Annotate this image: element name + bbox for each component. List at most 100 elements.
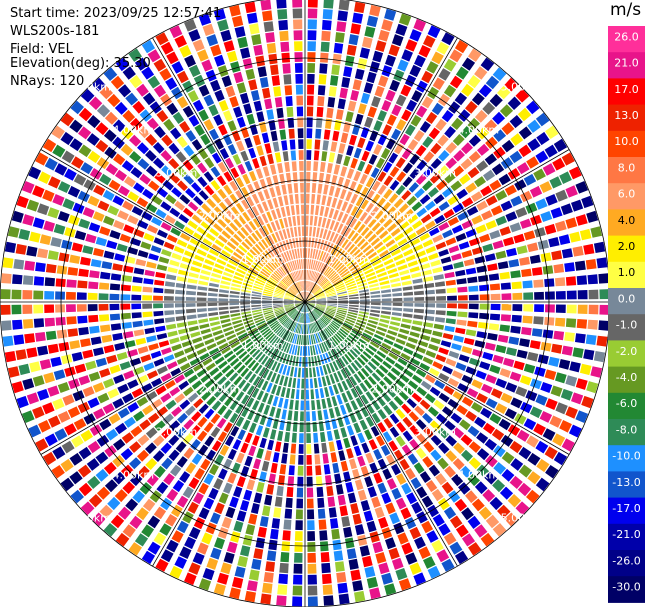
- velocity-gate: [283, 376, 289, 387]
- velocity-gate: [259, 254, 268, 263]
- velocity-gate: [134, 57, 149, 71]
- velocity-gate: [130, 357, 142, 367]
- velocity-gate: [335, 248, 343, 258]
- velocity-gate: [263, 291, 273, 295]
- velocity-gate: [305, 294, 312, 302]
- velocity-gate: [424, 315, 435, 322]
- velocity-gate: [128, 48, 142, 62]
- velocity-gate: [458, 303, 468, 309]
- velocity-gate: [236, 364, 246, 374]
- velocity-gate: [335, 314, 345, 320]
- velocity-gate: [409, 29, 422, 42]
- velocity-gate: [273, 306, 284, 310]
- velocity-gate: [283, 263, 290, 273]
- velocity-gate: [176, 520, 189, 534]
- velocity-gate: [259, 437, 267, 449]
- velocity-gate: [370, 298, 381, 302]
- colorbar-tick-label: 21.0: [614, 57, 639, 70]
- velocity-gate: [549, 176, 562, 189]
- velocity-gate: [347, 492, 357, 504]
- velocity-gate: [423, 151, 435, 163]
- velocity-gate: [245, 68, 256, 80]
- velocity-gate: [403, 385, 414, 396]
- velocity-gate: [191, 380, 203, 390]
- nrays-label: NRays: 120: [10, 74, 85, 89]
- velocity-gate: [139, 173, 151, 185]
- velocity-gate: [354, 273, 364, 280]
- velocity-gate: [264, 236, 272, 247]
- velocity-gate: [510, 133, 524, 146]
- velocity-gate: [22, 290, 33, 300]
- velocity-gate: [340, 460, 349, 472]
- velocity-gate: [185, 297, 196, 301]
- velocity-gate: [276, 0, 287, 9]
- velocity-gate: [323, 464, 331, 475]
- velocity-gate: [510, 397, 523, 409]
- velocity-gate: [236, 476, 246, 488]
- velocity-gate: [251, 362, 260, 372]
- velocity-gate: [117, 407, 130, 419]
- velocity-gate: [444, 420, 456, 432]
- velocity-gate: [565, 276, 577, 286]
- velocity-gate: [99, 418, 112, 431]
- velocity-gate: [330, 323, 339, 331]
- velocity-gate: [251, 299, 261, 302]
- velocity-gate: [292, 333, 297, 344]
- velocity-gate: [153, 506, 167, 520]
- velocity-gate: [160, 201, 172, 212]
- velocity-gate: [306, 476, 313, 487]
- velocity-gate: [566, 290, 577, 300]
- velocity-gate: [56, 329, 68, 339]
- velocity-gate: [257, 526, 267, 538]
- velocity-gate: [482, 489, 496, 503]
- velocity-gate: [226, 354, 237, 363]
- velocity-gate: [350, 23, 361, 35]
- velocity-gate: [318, 74, 327, 85]
- velocity-gate: [405, 342, 416, 350]
- velocity-gate: [308, 323, 312, 334]
- velocity-gate: [380, 284, 391, 290]
- velocity-gate: [284, 303, 294, 307]
- velocity-gate: [263, 310, 274, 315]
- velocity-gate: [146, 261, 157, 269]
- velocity-gate: [343, 155, 351, 167]
- velocity-gate: [179, 45, 192, 58]
- velocity-gate: [67, 267, 79, 276]
- velocity-gate: [265, 264, 274, 273]
- velocity-gate: [371, 259, 382, 267]
- velocity-gate: [436, 549, 450, 563]
- velocity-gate: [196, 347, 207, 356]
- velocity-gate: [277, 430, 284, 441]
- velocity-gate: [561, 345, 573, 356]
- velocity-gate: [453, 442, 465, 455]
- velocity-gate: [374, 506, 385, 519]
- velocity-gate: [264, 287, 274, 292]
- velocity-gate: [381, 302, 392, 306]
- velocity-gate: [497, 334, 509, 343]
- velocity-gate: [22, 304, 33, 314]
- velocity-gate: [175, 151, 187, 163]
- velocity-gate: [129, 75, 143, 89]
- velocity-gate: [258, 273, 268, 280]
- velocity-gate: [110, 514, 125, 529]
- velocity-gate: [365, 140, 375, 152]
- velocity-gate: [516, 349, 528, 359]
- velocity-gate: [526, 435, 539, 448]
- velocity-gate: [534, 366, 546, 377]
- velocity-gate: [326, 294, 337, 298]
- velocity-gate: [461, 396, 474, 407]
- velocity-gate: [508, 259, 520, 268]
- velocity-gate: [198, 318, 209, 324]
- velocity-gate: [164, 303, 174, 308]
- velocity-gate: [293, 183, 299, 193]
- velocity-gate: [454, 39, 469, 54]
- velocity-gate: [104, 111, 118, 125]
- velocity-gate: [389, 512, 400, 525]
- velocity-gate: [242, 382, 251, 393]
- colorbar-tick-label: 17.0: [614, 83, 639, 96]
- velocity-gate: [427, 565, 441, 579]
- velocity-gate: [252, 218, 261, 228]
- velocity-gate: [120, 303, 131, 310]
- velocity-gate: [333, 164, 341, 175]
- velocity-gate: [234, 326, 245, 333]
